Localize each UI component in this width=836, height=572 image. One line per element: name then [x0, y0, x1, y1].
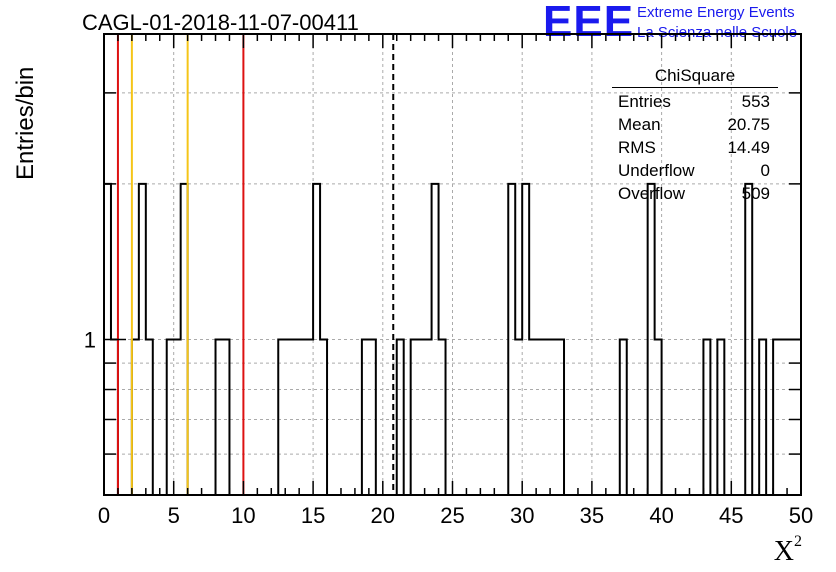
x-tick-label: 30 [510, 503, 534, 528]
stats-overflow-value: 509 [741, 184, 770, 203]
stats-entries-label: Entries [618, 92, 671, 111]
stats-overflow-label: Overflow [618, 184, 686, 203]
x-tick-label: 5 [168, 503, 180, 528]
stats-mean-label: Mean [618, 115, 661, 134]
logo-caption: Extreme Energy Events La Scienza nelle S… [637, 3, 797, 43]
x-tick-label: 25 [440, 503, 464, 528]
stats-row-mean: Mean 20.75 [612, 113, 778, 136]
stats-box: ChiSquare Entries 553 Mean 20.75 RMS 14.49 … [612, 66, 778, 205]
stats-row-entries: Entries 553 [612, 90, 778, 113]
marker-lines [116, 34, 395, 495]
stats-entries-value: 553 [741, 92, 770, 111]
x-tick-label: 35 [580, 503, 604, 528]
stats-mean-value: 20.75 [727, 115, 770, 134]
y-tick-label: 1 [84, 327, 96, 352]
axes: 0 5 10 15 20 25 30 35 40 45 50 1 [84, 33, 813, 528]
stats-rms-value: 14.49 [727, 138, 770, 157]
x-axis-title-symbol: X [773, 536, 794, 567]
x-tick-label: 10 [231, 503, 255, 528]
x-axis-title: X2 [773, 532, 802, 568]
stats-underflow-label: Underflow [618, 161, 695, 180]
logo-caption-line1: Extreme Energy Events [637, 4, 795, 21]
x-tick-label: 50 [789, 503, 813, 528]
eee-logo: EEE [543, 0, 635, 46]
chart-title: CAGL-01-2018-11-07-00411 [82, 10, 359, 35]
stats-row-rms: RMS 14.49 [612, 136, 778, 159]
logo-caption-line2: La Scienza nelle Scuole [637, 24, 798, 41]
stats-rms-label: RMS [618, 138, 656, 157]
x-tick-label: 0 [98, 503, 110, 528]
stats-name: ChiSquare [612, 66, 778, 88]
x-tick-label: 45 [719, 503, 743, 528]
x-tick-label: 20 [371, 503, 395, 528]
stats-underflow-value: 0 [760, 161, 770, 180]
stats-row-underflow: Underflow 0 [612, 159, 778, 182]
x-tick-label: 15 [301, 503, 325, 528]
x-tick-label: 40 [649, 503, 673, 528]
x-axis-title-superscript: 2 [794, 532, 802, 550]
stats-row-overflow: Overflow 509 [612, 182, 778, 205]
